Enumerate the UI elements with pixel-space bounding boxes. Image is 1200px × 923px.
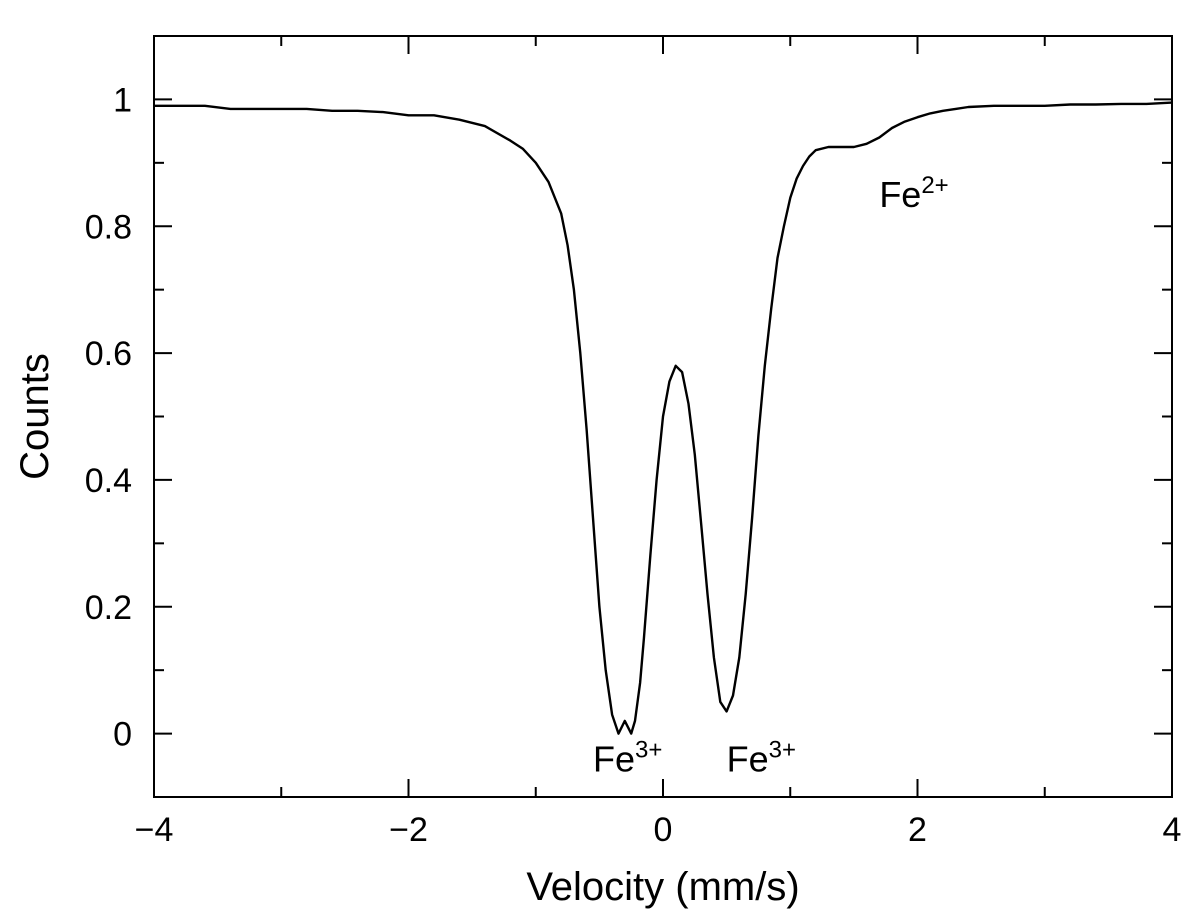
y-tick-label: 0.2 (85, 589, 132, 627)
tick-labels: −4 −2 0 2 4 0 0.2 0.4 0.6 0.8 1 (85, 81, 1182, 849)
y-axis-title: Counts (13, 353, 57, 480)
annotation-base: Fe (727, 739, 769, 780)
x-tick-label: −4 (135, 811, 174, 849)
axis-ticks (153, 36, 1173, 797)
y-tick-label: 0.4 (85, 462, 132, 500)
y-tick-label: 1 (113, 81, 132, 119)
x-tick-label: 0 (654, 811, 673, 849)
peak-annotation: Fe3+ (727, 737, 796, 780)
plot-frame (153, 35, 1173, 798)
y-tick-label: 0.8 (85, 208, 132, 246)
annotation-base: Fe (593, 739, 635, 780)
annotations: Fe3+ Fe3+Fe2+ (593, 172, 949, 779)
annotation-superscript: 3+ (769, 737, 796, 764)
peak-annotation: Fe3+ (593, 737, 662, 780)
x-tick-label: 4 (1163, 811, 1182, 849)
y-tick-label: 0 (113, 716, 132, 754)
spectrum-line (154, 101, 1173, 735)
annotation-superscript: 2+ (921, 172, 948, 199)
annotation-superscript: 3+ (635, 737, 662, 764)
series-layer (154, 101, 1173, 735)
x-tick-label: −2 (389, 811, 428, 849)
annotation-base: Fe (879, 174, 921, 215)
y-tick-label: 0.6 (85, 335, 132, 373)
peak-annotation: Fe2+ (879, 172, 948, 215)
x-axis-title: Velocity (mm/s) (526, 865, 799, 909)
x-tick-label: 2 (908, 811, 927, 849)
